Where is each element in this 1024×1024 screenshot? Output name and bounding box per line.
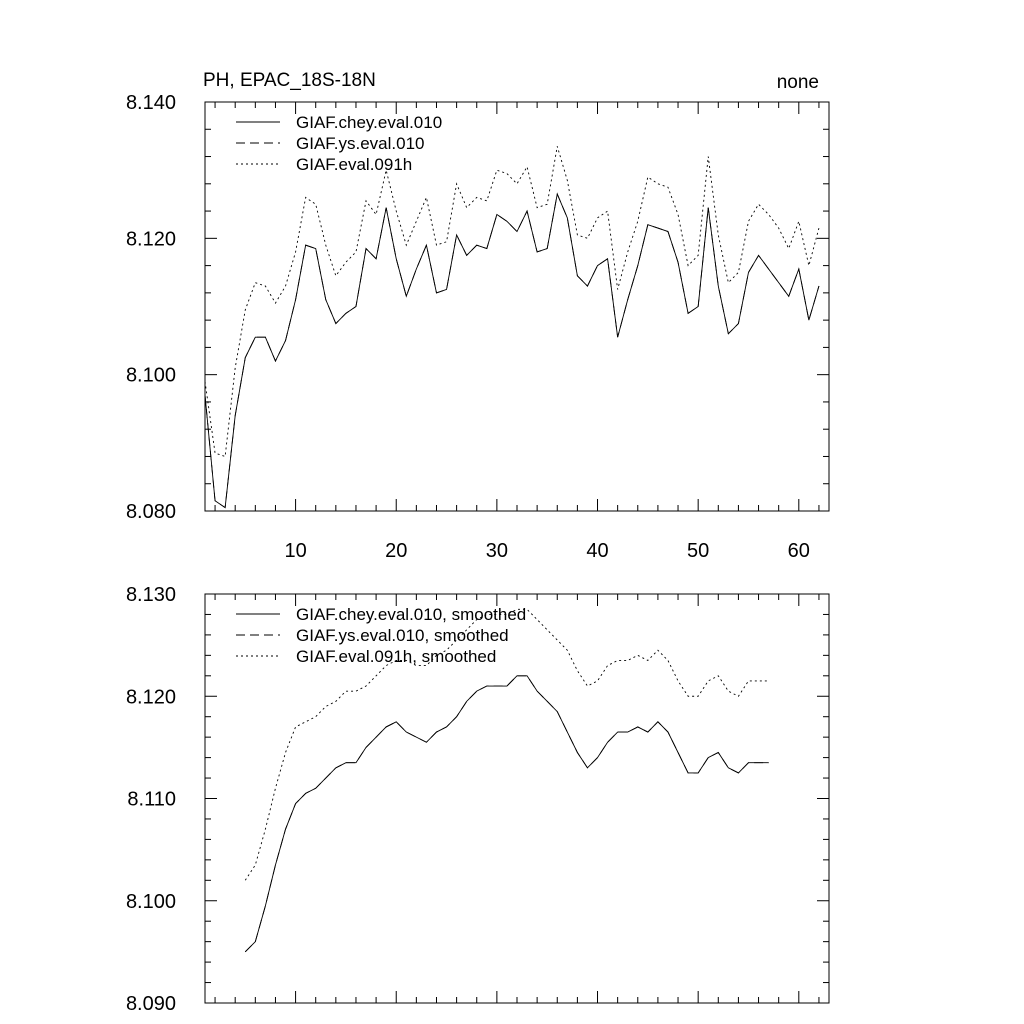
y-tick-label: 8.100 <box>126 365 176 387</box>
legend-label-0: GIAF.chey.eval.010, smoothed <box>296 605 526 624</box>
y-tick-label: 8.090 <box>126 993 176 1015</box>
x-tick-label: 40 <box>586 540 608 562</box>
legend-label-1: GIAF.ys.eval.010 <box>296 134 425 153</box>
x-tick-label: 10 <box>284 540 306 562</box>
y-tick-label: 8.120 <box>126 228 176 250</box>
chart-title: PH, EPAC_18S-18N <box>203 70 376 91</box>
series-line-2 <box>204 146 820 458</box>
x-tick-label: 20 <box>385 540 407 562</box>
right-label: none <box>777 72 819 93</box>
legend-label-2: GIAF.eval.091h, smoothed <box>296 647 496 666</box>
y-tick-label: 8.110 <box>127 789 176 811</box>
legend-label-0: GIAF.chey.eval.010 <box>296 113 442 132</box>
x-tick-label: 60 <box>788 540 810 562</box>
series-line-2 <box>244 608 769 881</box>
top-panel: PH, EPAC_18S-18N none 10 20 30 40 50 60 8.080 8.1… <box>126 70 830 562</box>
y-tick-label: 8.100 <box>126 891 176 913</box>
series-line-0 <box>204 192 820 509</box>
series-line-0 <box>244 675 769 953</box>
y-tick-label: 8.140 <box>126 92 176 114</box>
y-tick-label: 8.080 <box>126 501 176 523</box>
y-tick-label: 8.130 <box>126 584 176 606</box>
y-tick-label: 8.120 <box>126 686 176 708</box>
legend-label-2: GIAF.eval.091h <box>296 155 412 174</box>
legend-label-1: GIAF.ys.eval.010, smoothed <box>296 626 509 645</box>
bottom-panel: 8.090 8.100 8.110 8.120 8.130 GIAF.chey.eval.… <box>126 584 830 1015</box>
x-tick-label: 50 <box>687 540 709 562</box>
x-tick-label: 30 <box>486 540 508 562</box>
